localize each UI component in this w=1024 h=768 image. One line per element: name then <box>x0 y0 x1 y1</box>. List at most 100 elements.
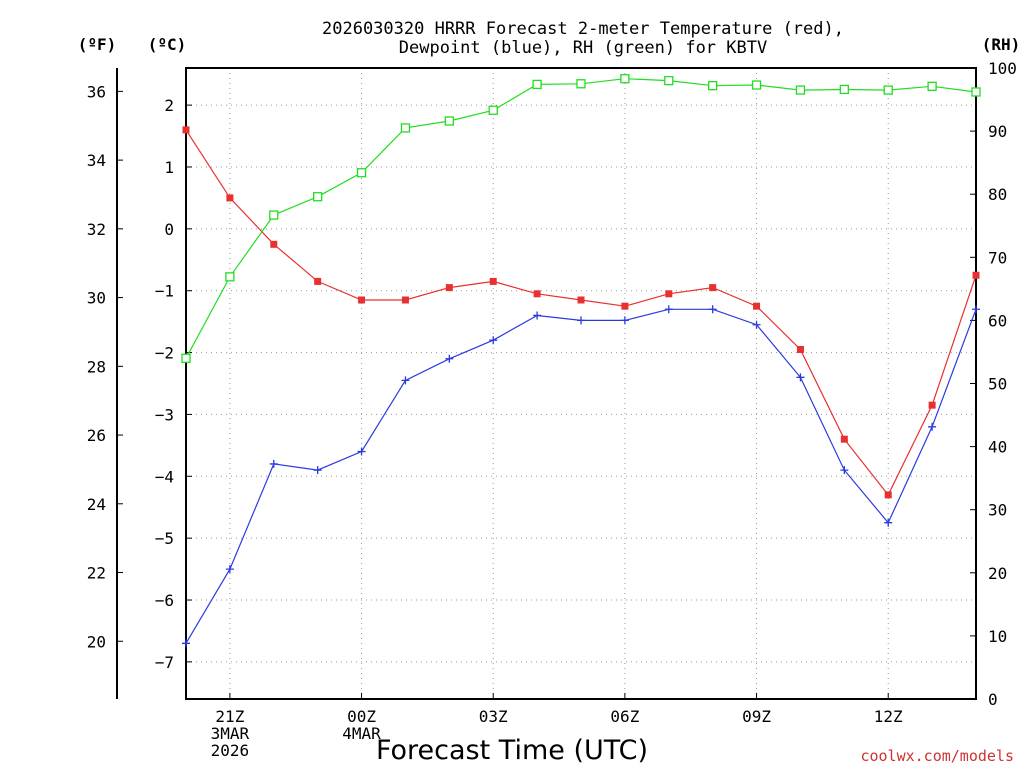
rh-tick-label: 70 <box>988 248 1007 267</box>
dewpoint-point <box>752 320 761 329</box>
x-tick-label: 4MAR <box>342 724 381 743</box>
fahrenheit-tick-label: 36 <box>87 82 106 101</box>
rh-point <box>971 87 981 97</box>
chart-title-line: 2026030320 HRRR Forecast 2-meter Tempera… <box>322 19 844 39</box>
dewpoint-point <box>401 376 410 385</box>
fahrenheit-tick-label: 26 <box>87 426 106 445</box>
rh-point <box>927 81 937 91</box>
celsius-tick-label: −1 <box>155 282 174 301</box>
rh-point <box>795 85 806 95</box>
credit-text: coolwx.com/models <box>860 747 1014 765</box>
rh-point <box>488 105 498 115</box>
temperature-point <box>226 194 234 202</box>
rh-point <box>839 84 849 95</box>
dewpoint-point <box>928 422 937 431</box>
x-tick-label: 00Z <box>347 707 376 726</box>
dewpoint-point <box>664 305 673 314</box>
temperature-point <box>445 284 453 292</box>
x-tick-label: 03Z <box>479 707 508 726</box>
x-tick-label: 21Z <box>215 707 244 726</box>
rh-tick-label: 10 <box>988 627 1007 646</box>
temperature-point <box>577 296 585 304</box>
rh-tick-label: 60 <box>988 311 1007 330</box>
celsius-tick-label: −4 <box>155 467 174 486</box>
series <box>181 74 981 648</box>
rh-point <box>532 79 542 90</box>
temperature-point <box>840 435 848 443</box>
rh-point <box>400 123 411 133</box>
rh-tick-label: 0 <box>988 690 998 709</box>
dewpoint-point <box>533 311 542 320</box>
fahrenheit-tick-label: 30 <box>87 289 106 308</box>
x-tick-label: 3MAR <box>211 724 250 743</box>
celsius-tick-label: −5 <box>155 529 174 548</box>
rh-tick-label: 40 <box>988 438 1007 457</box>
x-tick-label: 2026 <box>211 741 250 760</box>
dewpoint-point <box>972 305 980 314</box>
dewpoint-point <box>840 466 849 475</box>
rh-tick-label: 90 <box>988 122 1007 141</box>
temperature-line <box>185 129 977 497</box>
celsius-tick-label: 0 <box>164 220 174 239</box>
rh-tick-label: 80 <box>988 185 1007 204</box>
rh-point <box>225 272 235 282</box>
celsius-tick-label: 2 <box>164 96 174 115</box>
rh-tick-label: 50 <box>988 375 1007 394</box>
celsius-tick-label: −3 <box>155 405 174 424</box>
dewpoint-point <box>269 459 278 468</box>
rh-point <box>883 85 893 95</box>
rh-unit-label: (RH) <box>982 35 1021 54</box>
rh-point <box>444 116 454 126</box>
rh-point <box>181 353 191 363</box>
rh-line <box>185 78 977 359</box>
fahrenheit-tick-label: 20 <box>87 632 106 651</box>
temperature-point <box>928 401 936 409</box>
dewpoint-point <box>445 354 454 363</box>
rh-point <box>751 80 762 90</box>
dewpoint-point <box>489 336 498 345</box>
chart-title-line: Dewpoint (blue), RH (green) for KBTV <box>399 38 767 58</box>
fahrenheit-unit-label: (ºF) <box>78 35 117 54</box>
dewpoint-point <box>620 316 629 325</box>
temperature-point <box>489 277 497 285</box>
dewpoint-point <box>182 639 190 648</box>
rh-tick-label: 20 <box>988 564 1007 583</box>
grid <box>186 68 976 699</box>
axes: (ºF) (ºC) (RH)210−1−2−3−4−5−6−736343230282… <box>78 35 1021 760</box>
x-tick-label: 12Z <box>874 707 903 726</box>
temperature-point <box>533 290 541 298</box>
x-tick-label: 09Z <box>742 707 771 726</box>
rh-point <box>313 192 323 202</box>
rh-point <box>356 168 367 178</box>
fahrenheit-tick-label: 28 <box>87 357 106 376</box>
temperature-point <box>884 491 892 499</box>
temperature-point <box>621 302 629 310</box>
rh-tick-label: 30 <box>988 501 1007 520</box>
dewpoint-point <box>577 316 585 325</box>
dewpoint-point <box>796 373 805 382</box>
dewpoint-point <box>708 305 717 314</box>
dewpoint-point <box>357 447 366 456</box>
fahrenheit-tick-label: 32 <box>87 220 106 239</box>
rh-point <box>576 79 586 89</box>
x-tick-label: 06Z <box>610 707 639 726</box>
temperature-point <box>270 240 278 248</box>
temperature-point <box>753 302 761 310</box>
dewpoint-point <box>225 565 234 574</box>
dewpoint-series <box>182 305 980 648</box>
rh-series <box>181 74 981 363</box>
rh-point <box>664 75 674 86</box>
fahrenheit-tick-label: 34 <box>87 151 106 170</box>
temperature-point <box>182 126 190 134</box>
temperature-point <box>314 277 322 285</box>
rh-point <box>708 81 718 91</box>
rh-tick-label: 100 <box>988 59 1017 78</box>
temperature-point <box>665 290 673 298</box>
temperature-point <box>972 271 980 279</box>
dewpoint-point <box>884 518 893 527</box>
chart-title: 2026030320 HRRR Forecast 2-meter Tempera… <box>322 19 844 58</box>
temperature-point <box>358 296 366 304</box>
temperature-point <box>796 345 804 353</box>
fahrenheit-tick-label: 22 <box>87 564 106 583</box>
